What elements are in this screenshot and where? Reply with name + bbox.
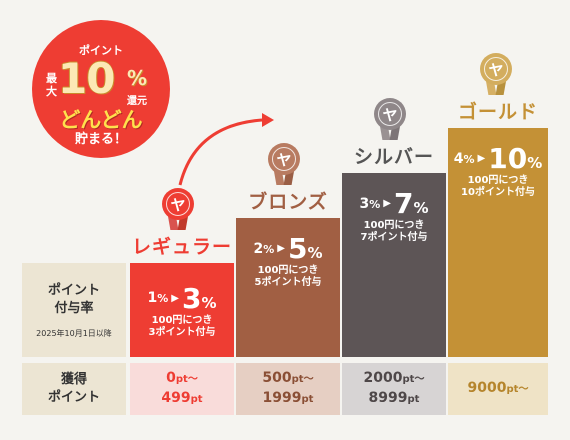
rate-silver: 3% ▶ 7% — [360, 187, 429, 220]
rate-from-unit: % — [369, 197, 381, 211]
pts-from-unit: pt〜 — [175, 374, 198, 385]
rate-from: 4 — [453, 150, 464, 167]
pts-from: 0 — [166, 370, 176, 386]
play-arrow-icon: ▶ — [477, 153, 486, 164]
desc-line2: 5ポイント付与 — [254, 277, 322, 288]
desc-line2: 3ポイント付与 — [148, 326, 216, 338]
gold-medal-icon: ヤ — [479, 53, 513, 97]
bronze-medal-icon: ヤ — [267, 143, 301, 187]
pts-to: 499 — [161, 390, 191, 406]
desc-line2: 10ポイント付与 — [461, 187, 535, 198]
pts-from-unit: pt〜 — [402, 374, 425, 385]
rate-from: 2 — [253, 240, 264, 257]
desc-line1: 100円につき — [467, 175, 529, 186]
pts-to-unit: pt — [407, 394, 420, 405]
play-arrow-icon: ▶ — [277, 243, 285, 254]
promo-big-number: 10 — [58, 54, 115, 103]
rate-regular: 1% ▶ 3% — [148, 282, 217, 315]
promo-sub: 貯まる！ — [74, 132, 127, 147]
play-arrow-icon: ▶ — [171, 292, 179, 304]
pts-from-unit: pt〜 — [291, 374, 314, 385]
rate-to: 10 — [488, 142, 528, 175]
pts-from: 500 — [262, 370, 292, 386]
rate-label-1: ポイント — [47, 282, 100, 298]
rate-from-unit: % — [263, 242, 275, 256]
promo-badge: ポイント 最大 10 % 還元 どんどん 貯まる！ — [32, 20, 170, 158]
curved-arrow-icon — [178, 113, 274, 186]
pts-from: 2000 — [363, 370, 403, 386]
promo-left: 最大 — [46, 72, 57, 98]
rate-to-unit: % — [413, 199, 429, 217]
tier-name-regular: レギュラー — [131, 236, 232, 258]
points-silver: 2000pt〜 8999pt — [342, 363, 446, 415]
points-row-label: 獲得 ポイント — [22, 363, 126, 415]
rate-from-unit: % — [157, 292, 169, 305]
regular-medal-icon: ヤ — [161, 188, 195, 232]
rate-to: 3 — [181, 281, 202, 315]
desc-line1: 100円につき — [363, 220, 425, 231]
pts-to-unit: pt — [301, 394, 314, 405]
rate-gold: 4% ▶ 10% — [454, 142, 542, 175]
pts-to: 1999 — [262, 390, 302, 406]
tier-column-silver: 3% ▶ 7% 100円につき 7ポイント付与 — [342, 173, 446, 357]
rate-to-unit: % — [527, 154, 543, 172]
rate-to: 5 — [287, 232, 308, 265]
promo-percent: % — [127, 66, 148, 90]
rate-note: 2025年10月1日以降 — [36, 328, 112, 338]
desc-line1: 100円につき — [151, 314, 213, 326]
points-regular: 0pt〜 499pt — [130, 363, 234, 415]
tier-name-gold: ゴールド — [457, 101, 538, 123]
points-gold: 9000pt〜 — [448, 363, 548, 415]
rate-from-unit: % — [463, 152, 475, 166]
rate-bronze: 2% ▶ 5% — [254, 232, 323, 265]
pts-from: 9000 — [467, 380, 507, 396]
play-arrow-icon: ▶ — [383, 198, 391, 209]
rate-row-label: ポイント 付与率 2025年10月1日以降 — [22, 263, 126, 357]
rate-from: 1 — [147, 290, 158, 306]
points-label-1: 獲得 — [60, 372, 87, 387]
points-bronze: 500pt〜 1999pt — [236, 363, 340, 415]
tier-column-gold: 4% ▶ 10% 100円につき 10ポイント付与 — [448, 128, 548, 357]
rate-from: 3 — [359, 195, 370, 212]
points-label-2: ポイント — [47, 390, 100, 405]
pts-to-unit: pt — [190, 394, 203, 405]
rate-to-unit: % — [307, 244, 323, 262]
silver-medal-icon: ヤ — [373, 98, 407, 142]
promo-right: 還元 — [127, 96, 147, 107]
tier-column-bronze: 2% ▶ 5% 100円につき 5ポイント付与 — [236, 218, 340, 357]
tier-column-regular: 1% ▶ 3% 100円につき 3ポイント付与 — [130, 263, 234, 357]
promo-line1: ポイント — [79, 44, 123, 57]
pts-from-unit: pt〜 — [506, 384, 529, 395]
rate-to: 7 — [393, 187, 414, 220]
desc-line2: 7ポイント付与 — [360, 232, 428, 243]
desc-line1: 100円につき — [257, 265, 319, 276]
pts-to: 8999 — [368, 390, 408, 406]
rate-label-2: 付与率 — [54, 300, 94, 316]
rate-to-unit: % — [201, 293, 217, 312]
promo-catch: どんどん — [59, 108, 143, 132]
tier-name-silver: シルバー — [353, 146, 434, 168]
tier-name-bronze: ブロンズ — [248, 191, 328, 213]
